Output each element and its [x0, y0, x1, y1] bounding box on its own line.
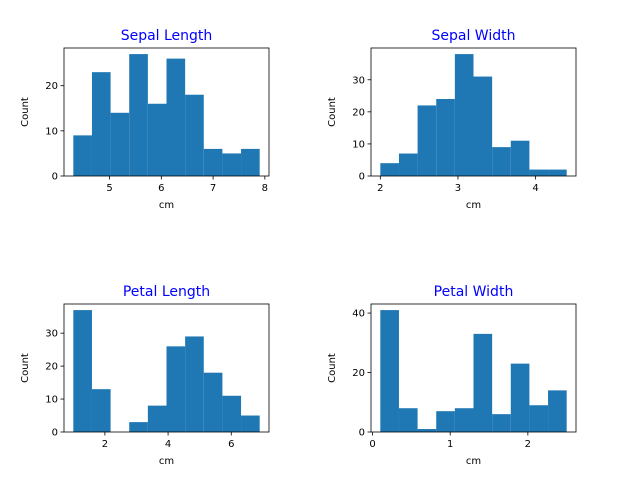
bar — [380, 310, 399, 432]
bar — [548, 169, 567, 176]
bar — [380, 163, 399, 176]
axes-frame — [63, 47, 270, 177]
bar — [147, 103, 167, 176]
chart-title: Petal Width — [434, 284, 514, 300]
x-tick-label: 1 — [447, 439, 453, 450]
bar — [548, 390, 567, 432]
y-tick-label: 10 — [352, 139, 365, 150]
y-tick-label: 0 — [52, 172, 58, 183]
y-axis-label: Count — [327, 97, 338, 127]
x-tick-label: 2 — [102, 439, 108, 450]
x-tick-label: 2 — [377, 183, 383, 194]
bar — [492, 147, 511, 176]
bar — [185, 94, 204, 176]
chart-title: Petal Length — [123, 284, 210, 300]
x-tick-label: 6 — [228, 439, 234, 450]
y-tick-label: 20 — [45, 362, 58, 373]
bar — [492, 414, 511, 432]
bar — [166, 58, 186, 176]
bar — [166, 346, 186, 432]
y-axis-label: Count — [327, 353, 338, 383]
x-tick-label: 2 — [525, 439, 531, 450]
x-tick-label: 6 — [158, 183, 164, 194]
bar — [73, 310, 92, 432]
bar — [454, 54, 474, 176]
bar — [510, 363, 530, 432]
x-axis-label: cm — [466, 200, 481, 211]
bar — [222, 153, 242, 176]
x-tick-label: 4 — [165, 439, 171, 450]
bar — [91, 389, 111, 432]
x-tick-label: 8 — [262, 183, 268, 194]
axes-frame — [370, 303, 577, 433]
bar — [203, 372, 223, 432]
y-tick-label: 30 — [45, 329, 58, 340]
bar — [417, 105, 437, 176]
y-tick-label: 20 — [352, 107, 365, 118]
bar — [129, 54, 148, 176]
y-tick-label: 0 — [52, 428, 58, 439]
bar — [241, 415, 260, 432]
bar — [417, 429, 437, 432]
y-axis-label: Count — [20, 97, 31, 127]
y-axis-label: Count — [20, 353, 31, 383]
x-tick-label: 0 — [369, 439, 375, 450]
x-tick-label: 3 — [455, 183, 461, 194]
x-tick-label: 5 — [106, 183, 112, 194]
bar — [129, 422, 148, 432]
y-tick-label: 10 — [45, 395, 58, 406]
y-tick-label: 0 — [359, 172, 365, 183]
y-tick-label: 20 — [45, 81, 58, 92]
bar — [241, 148, 260, 176]
bar — [398, 408, 418, 432]
bar — [454, 408, 474, 432]
bar — [473, 76, 493, 176]
bar — [73, 135, 92, 176]
bar — [436, 99, 455, 176]
chart-title: Sepal Width — [432, 28, 516, 44]
x-axis-label: cm — [159, 456, 174, 467]
bar — [110, 112, 130, 176]
y-tick-label: 40 — [352, 309, 365, 320]
bar — [529, 405, 549, 432]
bar — [473, 333, 493, 432]
bar — [91, 72, 111, 176]
y-tick-label: 0 — [359, 428, 365, 439]
bar — [398, 153, 418, 176]
bar — [436, 411, 455, 432]
bar — [185, 336, 204, 432]
x-axis-label: cm — [466, 456, 481, 467]
x-tick-label: 4 — [532, 183, 538, 194]
axes-frame — [63, 303, 270, 433]
x-axis-label: cm — [159, 200, 174, 211]
y-tick-label: 30 — [352, 75, 365, 86]
bar — [529, 169, 549, 176]
bar — [203, 148, 223, 176]
bar — [510, 140, 530, 176]
y-tick-label: 20 — [352, 368, 365, 379]
y-tick-label: 10 — [45, 126, 58, 137]
bar — [222, 395, 242, 432]
x-tick-label: 7 — [210, 183, 216, 194]
bar — [147, 405, 167, 432]
chart-title: Sepal Length — [121, 28, 213, 44]
